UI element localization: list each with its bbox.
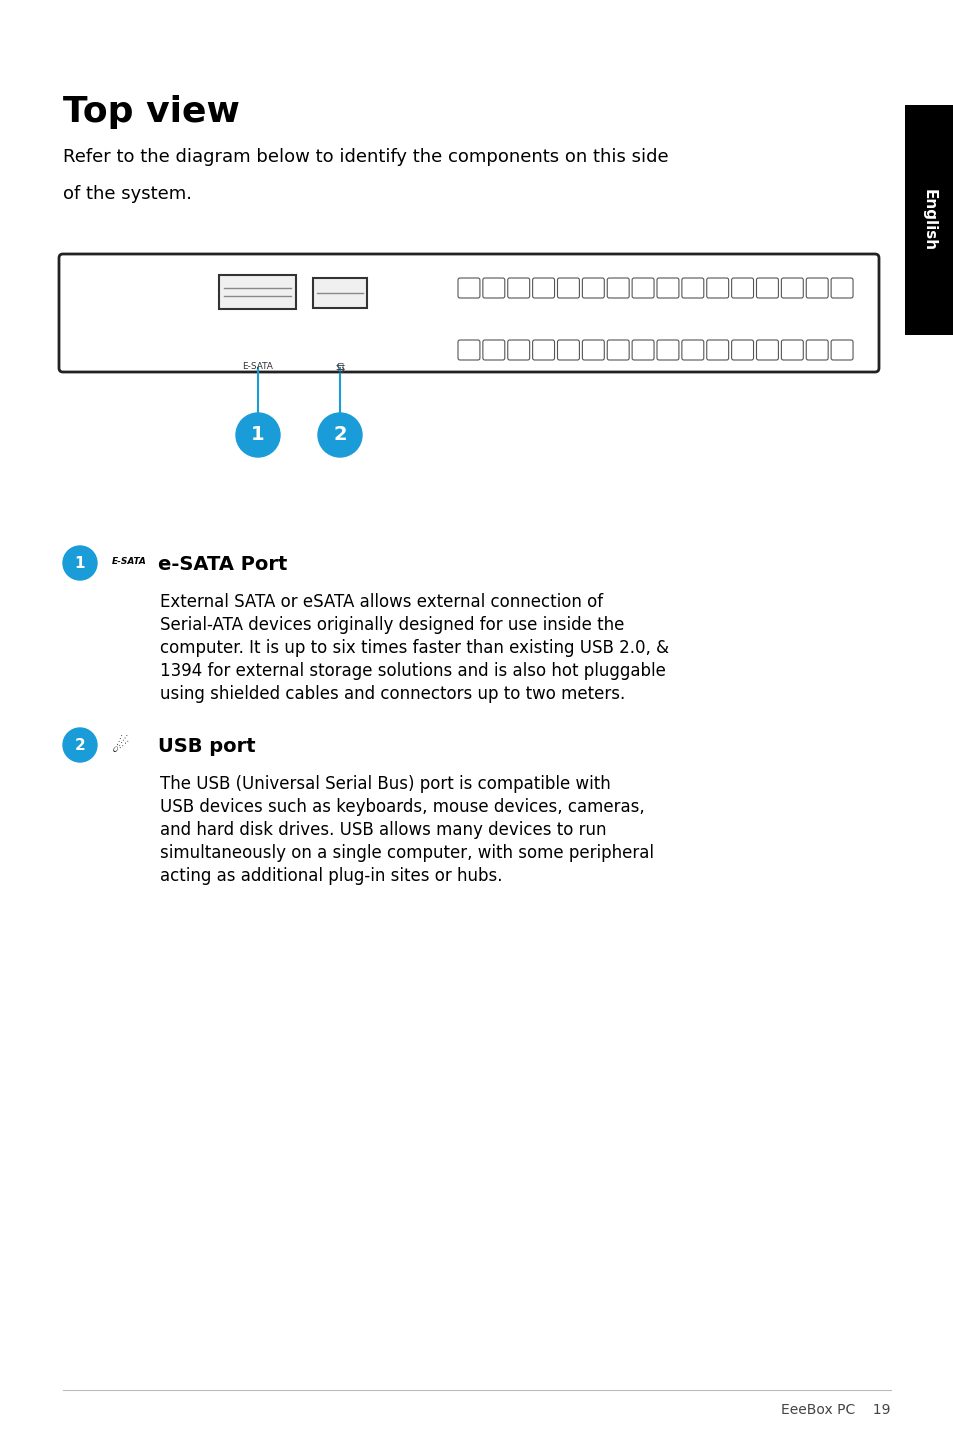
FancyBboxPatch shape [457,278,479,298]
FancyBboxPatch shape [731,278,753,298]
Text: and hard disk drives. USB allows many devices to run: and hard disk drives. USB allows many de… [160,821,606,838]
FancyBboxPatch shape [581,278,603,298]
Text: acting as additional plug-in sites or hubs.: acting as additional plug-in sites or hu… [160,867,502,884]
Text: External SATA or eSATA allows external connection of: External SATA or eSATA allows external c… [160,592,602,611]
Text: ☄: ☄ [112,736,130,755]
FancyBboxPatch shape [581,339,603,360]
FancyBboxPatch shape [313,278,367,308]
FancyBboxPatch shape [904,105,953,335]
FancyBboxPatch shape [657,339,679,360]
Text: The USB (Universal Serial Bus) port is compatible with: The USB (Universal Serial Bus) port is c… [160,775,610,792]
Text: 2: 2 [333,426,347,444]
FancyBboxPatch shape [830,278,852,298]
FancyBboxPatch shape [59,255,878,372]
FancyBboxPatch shape [830,339,852,360]
Text: Refer to the diagram below to identify the components on this side: Refer to the diagram below to identify t… [63,148,668,165]
FancyBboxPatch shape [781,339,802,360]
FancyBboxPatch shape [482,278,504,298]
FancyBboxPatch shape [805,278,827,298]
Text: E-SATA: E-SATA [242,362,274,371]
Text: 1: 1 [251,426,265,444]
FancyBboxPatch shape [532,278,554,298]
FancyBboxPatch shape [731,339,753,360]
Text: USB port: USB port [158,736,255,755]
Text: ⇆: ⇆ [335,362,344,372]
FancyBboxPatch shape [706,339,728,360]
FancyBboxPatch shape [657,278,679,298]
Text: English: English [921,188,936,252]
Text: e-SATA Port: e-SATA Port [158,555,287,574]
FancyBboxPatch shape [756,339,778,360]
FancyBboxPatch shape [681,278,703,298]
Text: ⭠̲: ⭠̲ [336,362,342,372]
Text: Top view: Top view [63,95,239,129]
FancyBboxPatch shape [507,339,529,360]
Circle shape [317,413,361,457]
Text: of the system.: of the system. [63,186,192,203]
FancyBboxPatch shape [557,278,578,298]
Text: 2: 2 [74,738,85,752]
FancyBboxPatch shape [507,278,529,298]
Text: simultaneously on a single computer, with some peripheral: simultaneously on a single computer, wit… [160,844,654,861]
FancyBboxPatch shape [805,339,827,360]
Text: using shielded cables and connectors up to two meters.: using shielded cables and connectors up … [160,684,624,703]
FancyBboxPatch shape [219,275,296,309]
FancyBboxPatch shape [632,278,654,298]
Text: E-SATA: E-SATA [112,557,147,565]
FancyBboxPatch shape [557,339,578,360]
FancyBboxPatch shape [681,339,703,360]
FancyBboxPatch shape [706,278,728,298]
FancyBboxPatch shape [607,278,628,298]
Text: Serial-ATA devices originally designed for use inside the: Serial-ATA devices originally designed f… [160,615,623,634]
Text: 1394 for external storage solutions and is also hot pluggable: 1394 for external storage solutions and … [160,661,665,680]
FancyBboxPatch shape [607,339,628,360]
Text: EeeBox PC    19: EeeBox PC 19 [781,1403,890,1416]
Circle shape [235,413,280,457]
Text: 1: 1 [74,555,85,571]
FancyBboxPatch shape [632,339,654,360]
FancyBboxPatch shape [781,278,802,298]
FancyBboxPatch shape [756,278,778,298]
FancyBboxPatch shape [457,339,479,360]
FancyBboxPatch shape [532,339,554,360]
FancyBboxPatch shape [482,339,504,360]
Circle shape [63,546,97,580]
Circle shape [63,728,97,762]
Text: USB devices such as keyboards, mouse devices, cameras,: USB devices such as keyboards, mouse dev… [160,798,644,815]
Text: computer. It is up to six times faster than existing USB 2.0, &: computer. It is up to six times faster t… [160,638,668,657]
